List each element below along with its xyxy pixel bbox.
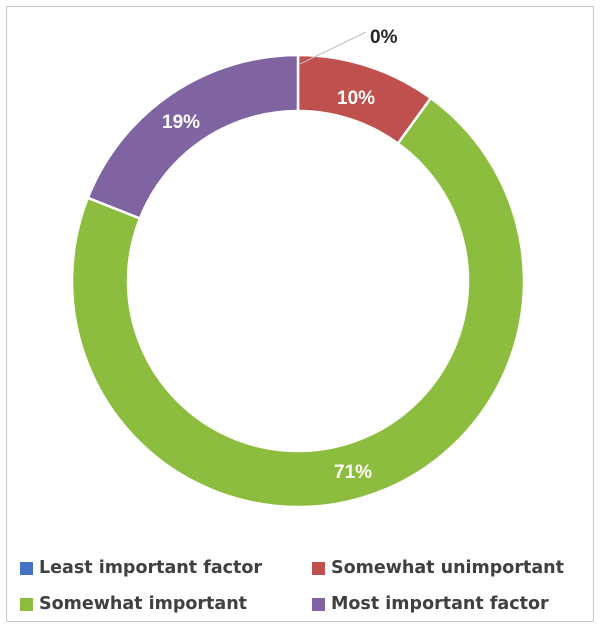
slice-most-important: [86, 53, 300, 221]
legend-swatch-somewhat-important: [20, 597, 33, 611]
legend-item-somewhat-unimportant: Somewhat unimportant: [312, 558, 564, 578]
legend-item-somewhat-important: Somewhat important: [20, 594, 247, 614]
legend-label-somewhat-important: Somewhat important: [39, 594, 248, 614]
slice-somewhat-important: [70, 96, 526, 509]
data-label-least-important: 0%: [370, 27, 398, 48]
data-label-somewhat-important: 71%: [334, 462, 372, 483]
legend-item-most-important: Most important factor: [312, 594, 549, 614]
data-labels: 0% 10% 71% 19%: [162, 27, 398, 483]
legend-swatch-somewhat-unimportant: [312, 561, 325, 575]
legend-label-least-important: Least important factor: [39, 558, 263, 578]
legend-label-most-important: Most important factor: [331, 594, 549, 614]
zero-label-leader-line: [299, 31, 367, 65]
legend-swatch-most-important: [312, 597, 325, 611]
legend-label-somewhat-unimportant: Somewhat unimportant: [331, 558, 564, 578]
legend-swatch-least-important: [20, 561, 33, 575]
data-label-somewhat-unimportant: 10%: [337, 88, 375, 109]
legend-item-least-important: Least important factor: [20, 558, 262, 578]
data-label-most-important: 19%: [162, 112, 200, 133]
donut-slices: [70, 53, 526, 509]
